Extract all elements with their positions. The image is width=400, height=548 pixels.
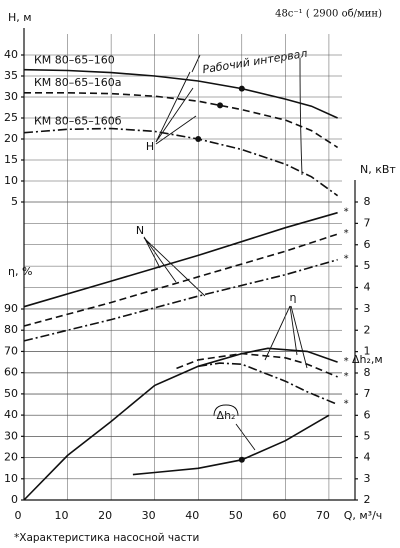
x-tick-label: 60 [272,509,286,522]
eta-callout: η [290,291,297,304]
y-tick-label: 3 [364,472,371,485]
x-tick-label: 20 [98,509,112,522]
y-tick-label: 3 [364,302,371,315]
curve [132,414,330,476]
footnote: *Характеристика насосной части [14,532,199,544]
y-tick-label: 4 [364,451,371,464]
curve [23,233,338,327]
y-tick-label: 40 [4,408,18,421]
y-tick-label: 90 [4,302,18,315]
curve [176,352,338,378]
y-tick-label: 35 [4,69,18,82]
y-tick-label: 6 [364,238,371,251]
y-tick-label: 8 [364,366,371,379]
end-label: * [344,356,349,367]
n-leaders [143,236,206,297]
curve [24,92,339,149]
y-tick-label: 5 [11,195,18,208]
curve [23,347,338,501]
duty-point [238,456,245,463]
y-tick-label: 5 [364,430,371,443]
y-tick-label: 6 [364,408,371,421]
curve [23,68,338,119]
end-label: * [344,228,349,239]
y-tick-label: 30 [4,90,18,103]
y-tick-label: 7 [364,387,371,400]
y-tick-label: 25 [4,111,18,124]
x-axis-label: Q, м³/ч [344,509,383,522]
y-tick-label: 4 [364,281,371,294]
y-tick-label: 50 [4,387,18,400]
chart-subtitle: 48с⁻¹ ( 2900 об/мин) [275,9,382,20]
y-tick-label: 40 [4,48,18,61]
legend-label: КМ 80–65–160 [34,54,115,67]
annotation: Рабочий интервал [202,47,309,76]
y-tick-label: 80 [4,323,18,336]
x-tick-label: 40 [185,509,199,522]
duty-point [217,102,224,109]
y-tick-label: 10 [4,174,18,187]
duty-point [238,85,245,92]
y-tick-label: 2 [364,323,371,336]
y-axis-label: Δh₂,м [352,353,383,366]
x-tick-label: 50 [229,509,243,522]
end-label: * [344,207,349,218]
y-tick-label: 10 [4,472,18,485]
n-callout: N [136,224,144,237]
y-tick-label: 1 [364,345,371,358]
curve [23,258,338,342]
dh-leaders [213,404,256,451]
end-label: * [344,371,349,382]
y-tick-label: 30 [4,429,18,442]
x-tick-label: 70 [316,509,330,522]
curve [23,211,338,308]
y-tick-label: 8 [364,195,371,208]
y-tick-label: 20 [4,132,18,145]
y-tick-label: 60 [4,366,18,379]
y-tick-label: 2 [364,493,371,506]
legend-label: КМ 80–65–160б [34,115,122,128]
end-label: * [344,254,349,265]
end-label: * [344,399,349,410]
y-tick-label: 15 [4,153,18,166]
curve [23,127,339,197]
y-tick-label: 0 [11,493,18,506]
x-tick-label: 10 [55,509,69,522]
legend-label: КМ 80–65–160а [34,76,122,89]
h-leaders [155,54,303,176]
y-tick-label: 20 [4,451,18,464]
h-callout: H [146,140,154,153]
y-axis-label: η, % [8,265,32,278]
x-tick-label: 0 [15,509,22,522]
y-tick-label: 5 [364,259,371,272]
duty-point [195,136,202,142]
x-tick-label: 30 [142,509,156,522]
curve [198,362,338,406]
y-tick-label: 70 [4,344,18,357]
y-axis-label: H, м [8,11,32,24]
y-axis-label: N, кВт [360,163,396,176]
y-tick-label: 7 [364,216,371,229]
